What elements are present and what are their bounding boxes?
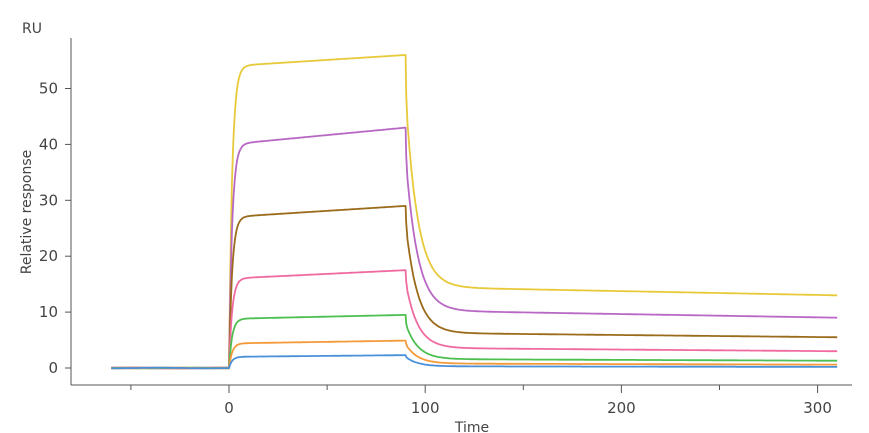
axes [70, 38, 852, 386]
y-axis-title: Relative response [19, 150, 35, 275]
series-line-5 [111, 314, 838, 370]
y-tick-label: 40 [39, 135, 58, 153]
y-tick-label: 30 [39, 191, 58, 209]
x-tick-label: 300 [803, 399, 832, 417]
series-lines [111, 54, 838, 370]
x-tick-label: 0 [224, 399, 234, 417]
y-tick-label: 20 [39, 247, 58, 265]
series-line-4 [111, 269, 838, 370]
series-line-2 [111, 126, 838, 370]
series-line-1 [111, 54, 838, 370]
y-ticks: 0 10 20 30 40 50 [39, 80, 71, 377]
y-tick-label: 10 [39, 303, 58, 321]
x-axis-title: Time [454, 420, 489, 433]
y-tick-label: 50 [39, 80, 58, 98]
y-tick-label: 0 [48, 359, 58, 377]
x-tick-label: 100 [411, 399, 440, 417]
series-line-7 [111, 354, 838, 370]
series-line-6 [111, 339, 838, 370]
x-ticks: 0 100 200 300 [130, 385, 832, 417]
series-line-3 [111, 205, 838, 370]
y-unit-label: RU [22, 21, 42, 37]
x-tick-label: 200 [607, 399, 636, 417]
